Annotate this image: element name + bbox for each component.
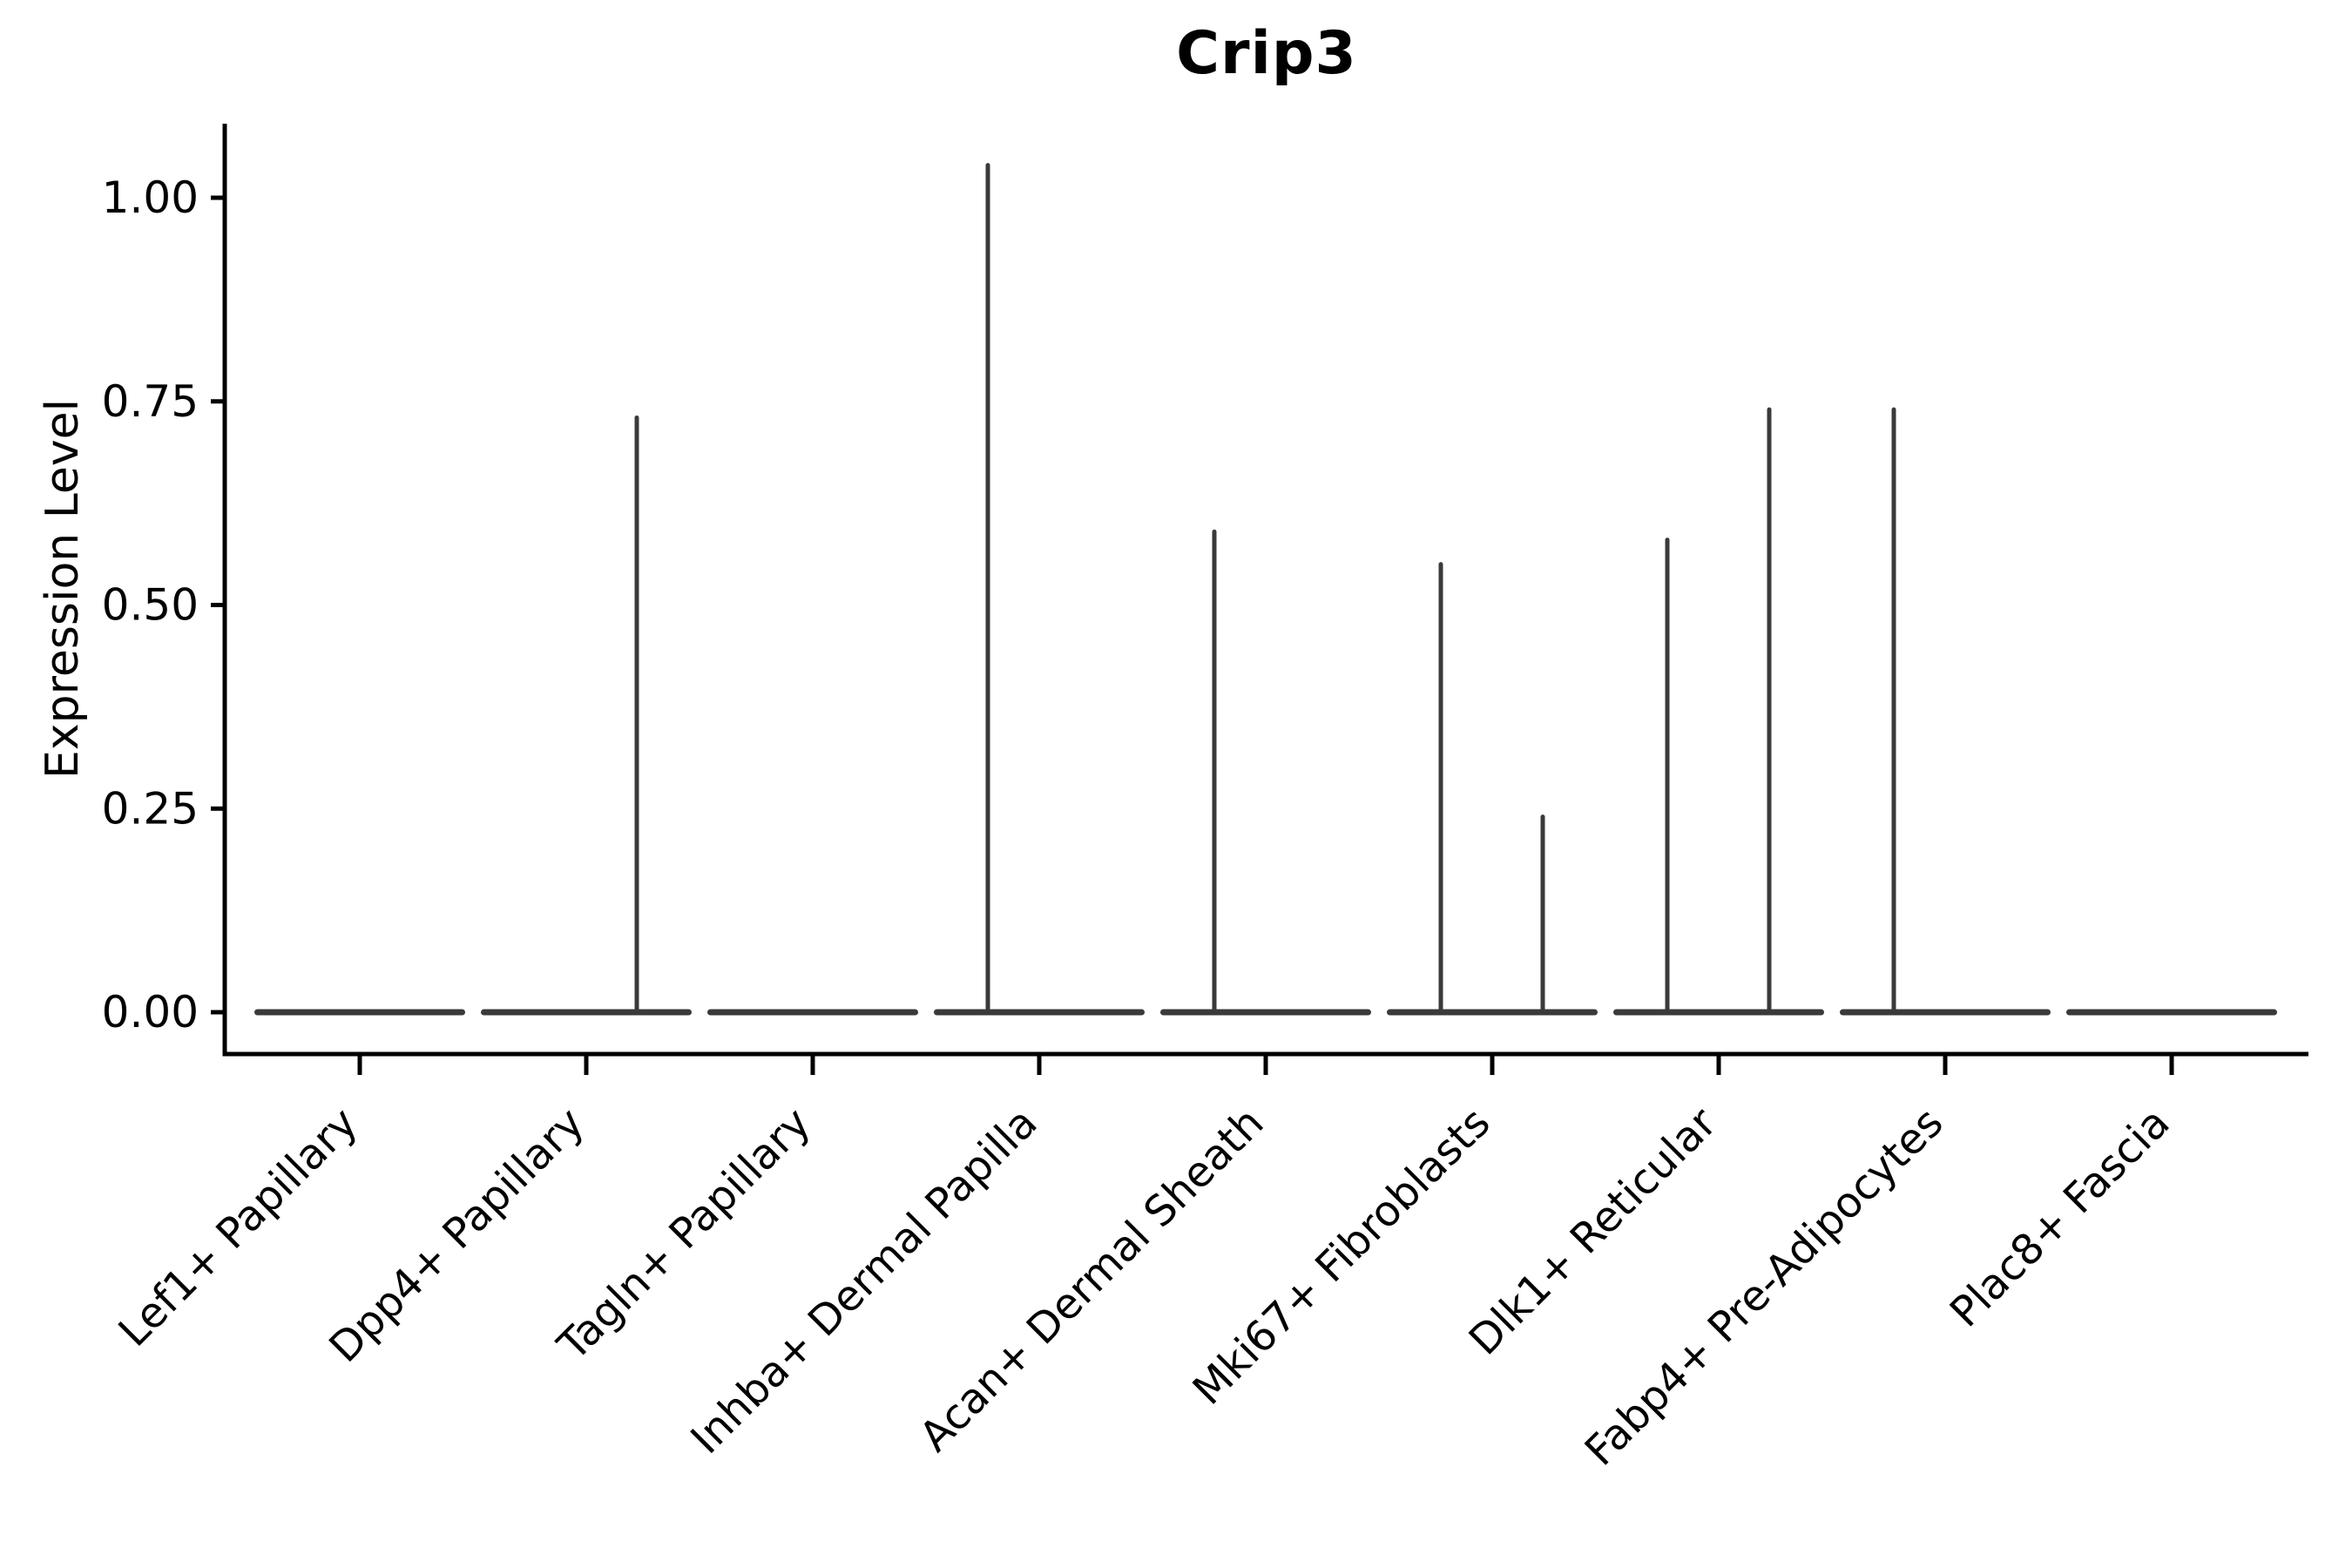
y-tick-label: 0.75 [102, 376, 199, 427]
x-tick-label: Fabp4+ Pre-Adipocytes [1576, 1098, 1953, 1476]
x-tick-label: Dlk1+ Reticular [1460, 1098, 1727, 1365]
chart-title: Crip3 [1176, 19, 1357, 88]
y-tick-label: 0.00 [102, 987, 199, 1037]
y-axis-label: Expression Level [37, 398, 89, 780]
y-tick-label: 0.50 [102, 580, 199, 631]
y-tick-label: 1.00 [102, 172, 199, 223]
x-tick-label: Tagln+ Papillary [548, 1098, 820, 1370]
x-tick-label: Lef1+ Papillary [110, 1098, 368, 1356]
y-tick-label: 0.25 [102, 783, 199, 834]
x-tick-label: Plac8+ Fascia [1941, 1098, 2180, 1337]
